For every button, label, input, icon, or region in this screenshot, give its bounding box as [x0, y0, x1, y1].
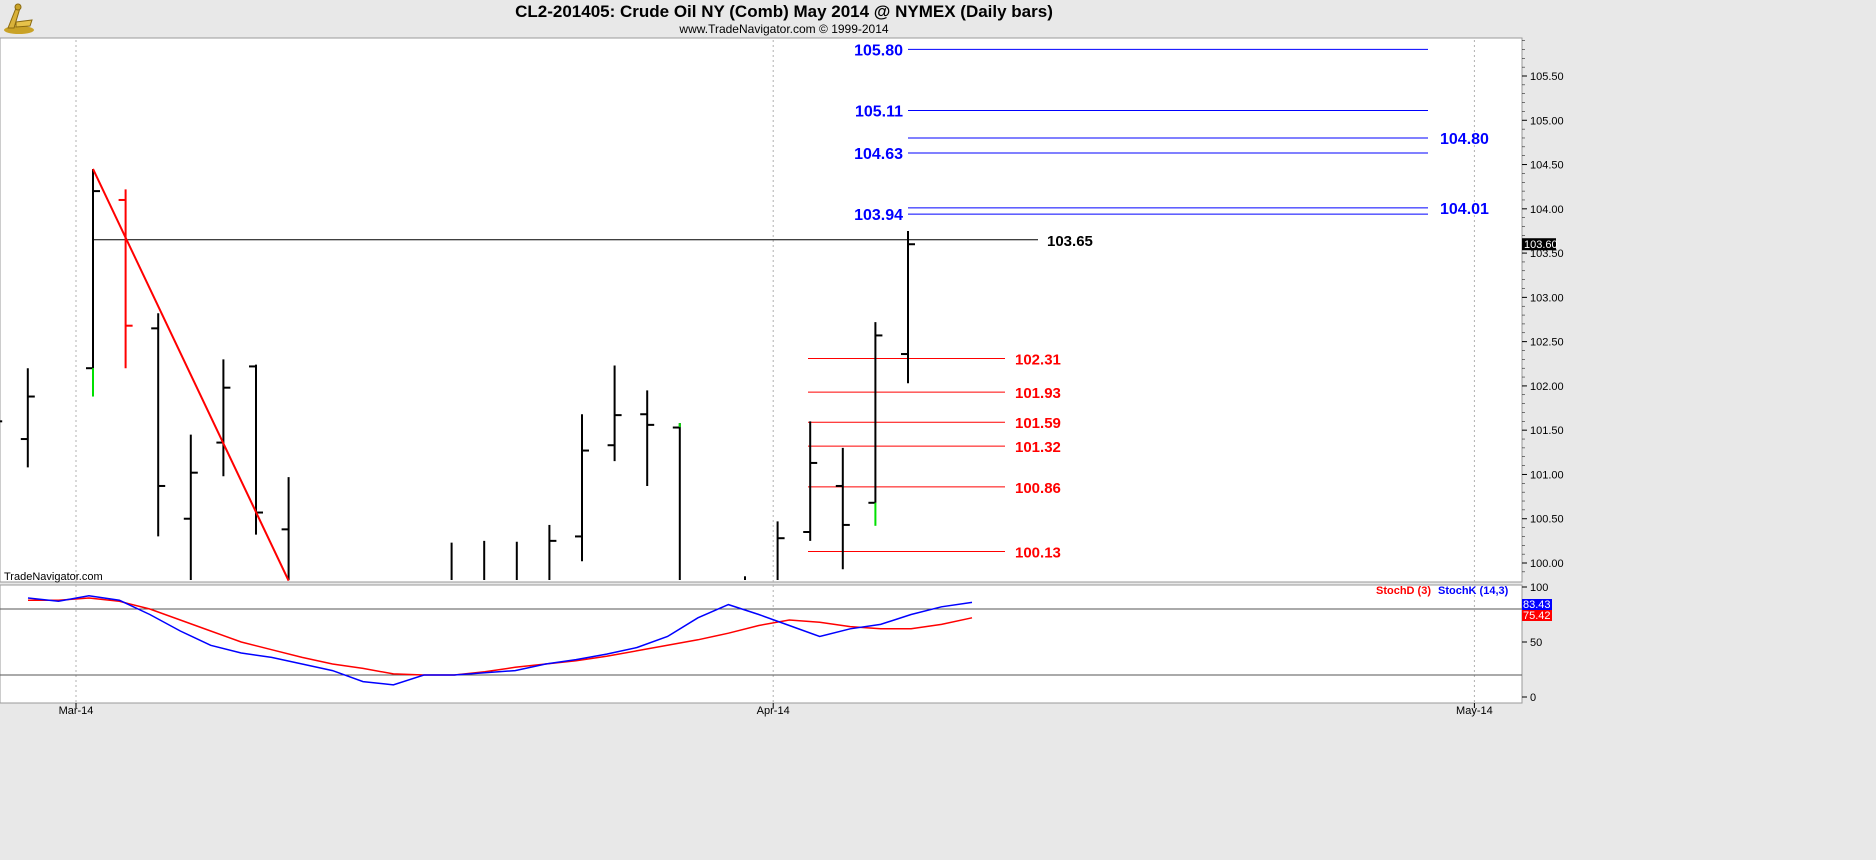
- chart-canvas: 100.00 100.50 101.00 101.50 102.00 102.50 103.…: [0, 37, 1564, 717]
- stoch-y-tick-label: 50: [1530, 637, 1542, 649]
- stochastic-panel: [0, 584, 1523, 704]
- stoch-k-value-label: 83.43: [1523, 599, 1551, 611]
- watermark: TradeNavigator.com: [4, 571, 103, 583]
- grid-lines: [75, 40, 1475, 702]
- stoch-y-tick-label: 100: [1530, 582, 1548, 594]
- y-tick-label: 101.50: [1530, 425, 1564, 437]
- y-tick-label: 103.00: [1530, 292, 1564, 304]
- y-tick-label: 102.00: [1530, 381, 1564, 393]
- x-tick-label: Mar-14: [59, 705, 94, 717]
- red-trendline: [92, 168, 290, 582]
- x-tick-label: May-14: [1456, 705, 1493, 717]
- stoch-y-tick-label: 0: [1530, 692, 1536, 704]
- stoch-d-value-label: 75.42: [1523, 610, 1551, 622]
- red-level-label: 101.59: [1015, 415, 1061, 432]
- blue-level-label: 103.94: [854, 207, 903, 224]
- y-tick-label: 101.00: [1530, 469, 1564, 481]
- x-axis: Mar-14 Apr-14 May-14: [59, 703, 1493, 717]
- chart-subtitle: www.TradeNavigator.com © 1999-2014: [679, 22, 889, 36]
- y-tick-label: 103.50: [1530, 248, 1564, 260]
- y-tick-label: 104.50: [1530, 160, 1564, 172]
- blue-level-label: 104.01: [1440, 201, 1489, 218]
- stochastic-lines: [0, 595, 1522, 686]
- stoch-d-line: [28, 597, 973, 676]
- stoch-d-value-tag: [1522, 610, 1552, 621]
- y-tick-label: 105.00: [1530, 115, 1564, 127]
- blue-level-label: 104.80: [1440, 131, 1489, 148]
- x-tick-label: Apr-14: [757, 705, 790, 717]
- trendline: [92, 168, 290, 582]
- price-levels: 105.80 105.11 104.63 103.94 104.80 104.01 103.…: [93, 42, 1558, 561]
- last-price-label: 103.60: [1524, 239, 1558, 251]
- ohlc-bars: [0, 168, 915, 580]
- y-tick-label: 100.50: [1530, 514, 1564, 526]
- red-level-label: 101.93: [1015, 385, 1061, 402]
- stoch-k-value-tag: [1522, 599, 1552, 610]
- red-level-label: 100.86: [1015, 480, 1061, 497]
- price-y-axis: 100.00 100.50 101.00 101.50 102.00 102.50 103.…: [1522, 40, 1564, 573]
- chart-title: CL2-201405: Crude Oil NY (Comb) May 2014…: [515, 2, 1053, 21]
- y-tick-label: 105.50: [1530, 71, 1564, 83]
- legend-stoch-d: StochD (3): [1376, 585, 1431, 597]
- red-level-label: 100.13: [1015, 544, 1061, 561]
- blue-level-label: 104.63: [854, 146, 903, 163]
- blue-level-label: 105.11: [855, 104, 903, 121]
- black-level-label: 103.65: [1047, 233, 1093, 250]
- red-level-label: 102.31: [1015, 351, 1061, 368]
- y-tick-label: 102.50: [1530, 337, 1564, 349]
- tradenavigator-logo-icon: [2, 2, 36, 36]
- y-tick-label: 100.00: [1530, 558, 1564, 570]
- price-panel: [0, 37, 1523, 583]
- blue-level-label: 105.80: [854, 42, 903, 59]
- legend-stoch-k: StochK (14,3): [1438, 585, 1509, 597]
- last-price-tag: [1522, 238, 1556, 251]
- stoch-k-line: [27, 595, 973, 686]
- red-level-label: 101.32: [1015, 439, 1061, 456]
- y-tick-label: 104.00: [1530, 204, 1564, 216]
